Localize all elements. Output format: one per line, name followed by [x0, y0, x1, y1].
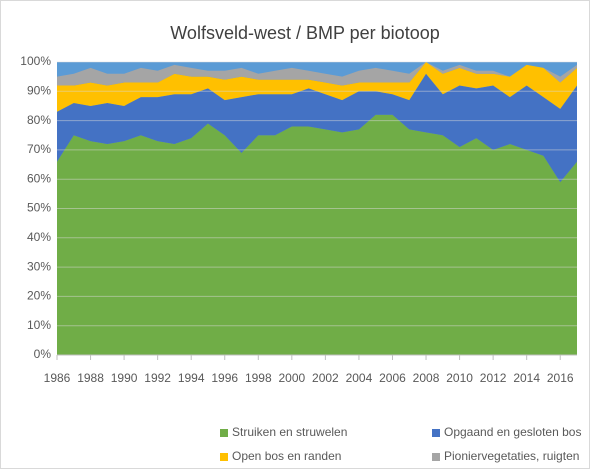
x-tick-label: 2006 — [379, 371, 406, 385]
x-tick-label: 1988 — [77, 371, 104, 385]
area — [57, 73, 577, 183]
x-tick-label: 2008 — [413, 371, 440, 385]
x-tick-label: 2000 — [278, 371, 305, 385]
x-tick-label: 1996 — [211, 371, 238, 385]
y-tick-label: 70% — [27, 142, 51, 156]
legend-swatch — [432, 429, 440, 437]
x-tick-label: 2004 — [346, 371, 373, 385]
y-tick-label: 80% — [27, 113, 51, 127]
x-tick-label: 1998 — [245, 371, 272, 385]
x-tick-label: 2014 — [513, 371, 540, 385]
x-tick-label: 2016 — [547, 371, 574, 385]
legend-label: Opgaand en gesloten bos — [444, 425, 581, 439]
x-tick-label: 1986 — [44, 371, 71, 385]
y-tick-label: 40% — [27, 230, 51, 244]
legend-label: Struiken en struwelen — [232, 425, 347, 439]
x-tick-label: 1990 — [111, 371, 138, 385]
legend-label: Pioniervegetaties, ruigten — [444, 449, 579, 463]
legend-swatch — [432, 453, 440, 461]
y-tick-label: 100% — [20, 54, 51, 68]
legend-swatch — [220, 429, 228, 437]
y-tick-label: 30% — [27, 259, 51, 273]
x-tick-label: 2012 — [480, 371, 507, 385]
y-tick-label: 90% — [27, 83, 51, 97]
chart-title: Wolfsveld-west / BMP per biotoop — [170, 23, 439, 43]
legend-label: Open bos en randen — [232, 449, 341, 463]
area — [57, 62, 577, 86]
y-tick-label: 10% — [27, 318, 51, 332]
x-tick-label: 2010 — [446, 371, 473, 385]
x-tick-label: 2002 — [312, 371, 339, 385]
y-tick-label: 60% — [27, 171, 51, 185]
x-tick-label: 1992 — [144, 371, 171, 385]
x-tick-label: 1994 — [178, 371, 205, 385]
area — [57, 114, 577, 356]
area — [57, 62, 577, 112]
y-tick-label: 0% — [34, 347, 52, 361]
y-tick-label: 50% — [27, 201, 51, 215]
y-tick-label: 20% — [27, 289, 51, 303]
legend-swatch — [220, 453, 228, 461]
